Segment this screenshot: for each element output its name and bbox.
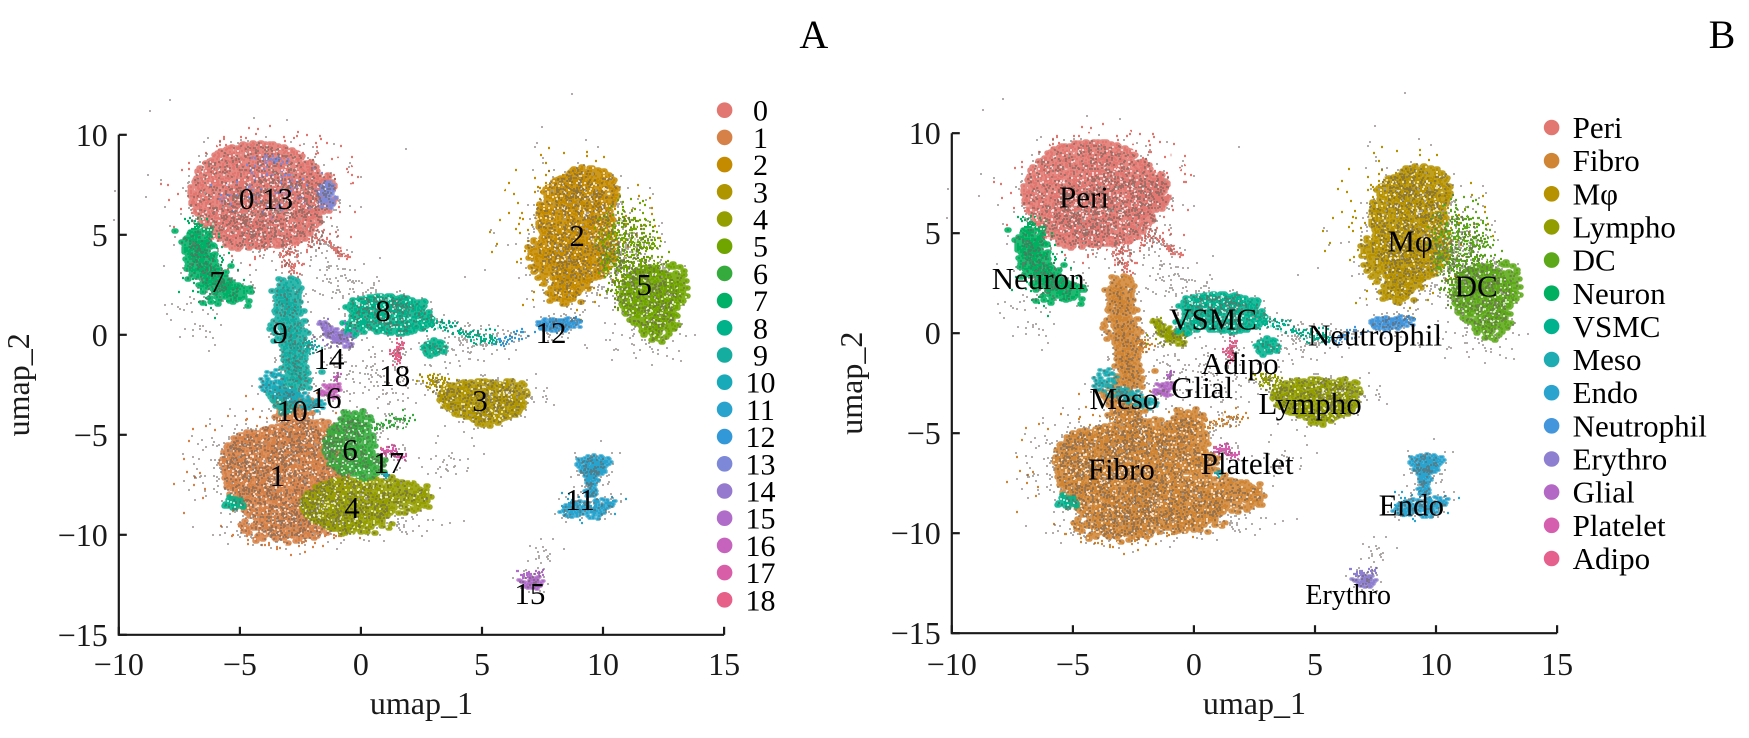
svg-text:17: 17: [746, 557, 776, 590]
svg-text:17: 17: [373, 445, 404, 480]
svg-text:2: 2: [753, 149, 768, 182]
svg-text:11: 11: [565, 482, 595, 517]
svg-text:Erythro: Erythro: [1573, 442, 1668, 477]
svg-text:5: 5: [92, 217, 108, 253]
svg-text:15: 15: [1541, 646, 1573, 682]
svg-text:6: 6: [753, 258, 768, 291]
svg-text:18: 18: [379, 358, 410, 393]
svg-text:12: 12: [536, 315, 567, 350]
svg-text:Peri: Peri: [1059, 179, 1109, 214]
svg-text:4: 4: [344, 490, 360, 525]
svg-text:10: 10: [1420, 646, 1452, 682]
svg-text:DC: DC: [1455, 268, 1498, 303]
svg-text:15: 15: [514, 576, 545, 611]
svg-text:Mφ: Mφ: [1387, 223, 1432, 258]
svg-text:Neuron: Neuron: [1573, 276, 1666, 311]
svg-text:5: 5: [1307, 646, 1323, 682]
svg-text:5: 5: [753, 231, 768, 264]
svg-text:Platelet: Platelet: [1573, 508, 1666, 543]
svg-text:Glial: Glial: [1573, 475, 1635, 510]
svg-text:−5: −5: [1056, 646, 1090, 682]
svg-text:Adipo: Adipo: [1573, 541, 1651, 576]
svg-text:0: 0: [753, 95, 768, 128]
svg-text:−10: −10: [58, 517, 108, 553]
svg-text:0: 0: [92, 317, 108, 353]
svg-text:11: 11: [746, 394, 775, 427]
svg-text:−5: −5: [907, 415, 941, 451]
svg-text:0: 0: [925, 315, 941, 351]
svg-text:10: 10: [746, 367, 776, 400]
svg-text:Fibro: Fibro: [1573, 143, 1640, 178]
svg-text:7: 7: [209, 264, 225, 299]
svg-text:−5: −5: [223, 646, 257, 682]
svg-text:1: 1: [270, 458, 286, 493]
svg-text:−10: −10: [94, 646, 144, 682]
svg-text:umap_1: umap_1: [370, 685, 473, 721]
svg-text:12: 12: [746, 421, 776, 454]
svg-text:8: 8: [375, 293, 391, 328]
svg-text:5: 5: [474, 646, 490, 682]
svg-text:15: 15: [708, 646, 740, 682]
svg-text:3: 3: [753, 176, 768, 209]
svg-text:15: 15: [746, 503, 776, 536]
svg-text:Adipo: Adipo: [1201, 346, 1279, 381]
svg-text:14: 14: [314, 341, 346, 376]
svg-text:Mφ: Mφ: [1573, 176, 1618, 211]
svg-text:7: 7: [753, 285, 768, 318]
svg-text:A: A: [799, 12, 828, 57]
svg-text:Neuron: Neuron: [992, 261, 1085, 296]
svg-text:Meso: Meso: [1089, 381, 1158, 416]
svg-text:−15: −15: [891, 615, 941, 651]
svg-text:10: 10: [277, 393, 308, 428]
svg-text:Lympho: Lympho: [1258, 386, 1361, 421]
svg-text:4: 4: [753, 204, 768, 237]
svg-text:5: 5: [925, 215, 941, 251]
svg-text:−10: −10: [927, 646, 977, 682]
svg-text:VSMC: VSMC: [1169, 301, 1257, 336]
svg-text:B: B: [1709, 12, 1736, 57]
svg-text:Lympho: Lympho: [1573, 209, 1676, 244]
svg-text:10: 10: [76, 117, 108, 153]
svg-text:3: 3: [472, 383, 488, 418]
svg-text:5: 5: [636, 267, 652, 302]
svg-text:Fibro: Fibro: [1088, 451, 1155, 486]
svg-text:10: 10: [587, 646, 619, 682]
svg-text:Platelet: Platelet: [1201, 446, 1294, 481]
svg-text:Endo: Endo: [1573, 375, 1638, 410]
svg-text:umap_2: umap_2: [833, 332, 869, 435]
svg-text:0: 0: [1186, 646, 1202, 682]
svg-text:0: 0: [353, 646, 369, 682]
svg-text:8: 8: [753, 312, 768, 345]
svg-text:VSMC: VSMC: [1573, 309, 1661, 344]
svg-text:6: 6: [342, 432, 358, 467]
svg-text:14: 14: [746, 476, 776, 509]
svg-text:18: 18: [746, 584, 776, 617]
svg-text:Meso: Meso: [1573, 342, 1642, 377]
svg-text:−10: −10: [891, 515, 941, 551]
svg-text:Endo: Endo: [1379, 487, 1444, 522]
svg-text:Neutrophil: Neutrophil: [1308, 317, 1442, 352]
svg-text:Neutrophil: Neutrophil: [1573, 408, 1707, 443]
svg-text:16: 16: [311, 380, 342, 415]
svg-text:umap_2: umap_2: [0, 333, 36, 436]
svg-text:2: 2: [569, 218, 585, 253]
svg-text:Glial: Glial: [1171, 370, 1233, 405]
svg-text:13: 13: [746, 448, 776, 481]
svg-text:9: 9: [753, 340, 768, 373]
svg-text:1: 1: [753, 122, 768, 155]
svg-text:0 13: 0 13: [239, 181, 293, 216]
svg-text:DC: DC: [1573, 243, 1616, 278]
svg-text:umap_1: umap_1: [1203, 685, 1306, 721]
svg-text:16: 16: [746, 530, 776, 563]
svg-text:−15: −15: [58, 617, 108, 653]
svg-text:9: 9: [272, 315, 288, 350]
svg-text:Erythro: Erythro: [1305, 580, 1391, 611]
svg-text:−5: −5: [74, 417, 108, 453]
svg-text:Peri: Peri: [1573, 110, 1623, 145]
svg-text:10: 10: [909, 115, 941, 151]
